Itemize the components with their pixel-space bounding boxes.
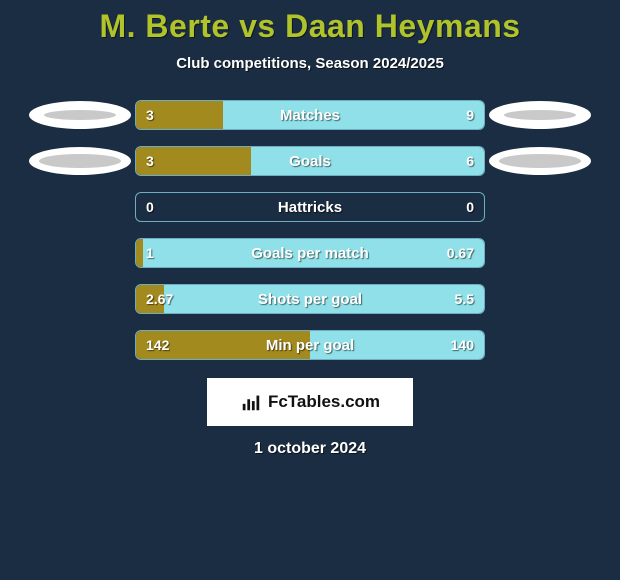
stat-bar: 142140Min per goal [135,330,485,360]
stat-row: 0 0Hattricks [0,192,620,222]
stat-left-value: 0 [146,193,154,221]
subtitle: Club competitions, Season 2024/2025 [0,55,620,72]
player-right-avatar [485,101,595,129]
avatar-oval [489,101,591,129]
stat-bar-right-fill [143,239,484,267]
avatar-oval [29,101,131,129]
stat-bar: 39Matches [135,100,485,130]
date-label: 1 october 2024 [0,440,620,458]
stat-bar-left-fill [136,239,143,267]
player-left-avatar [25,147,135,175]
source-badge-text: FcTables.com [268,392,380,412]
bar-chart-icon [240,391,262,413]
stat-row: 36Goals [0,146,620,176]
stat-bar: 36Goals [135,146,485,176]
stat-bar-left-fill [136,331,310,359]
player-left-avatar [25,101,135,129]
stat-row: 142140Min per goal [0,330,620,360]
stat-bar-left-fill [136,147,251,175]
stat-bar-left-fill [136,285,164,313]
stat-right-value: 0 [466,193,474,221]
stat-bar: 0 0Hattricks [135,192,485,222]
comparison-rows: 39Matches 36Goals 0 0Hattricks 10.67Goals pe… [0,100,620,360]
avatar-oval [29,147,131,175]
stat-bar-right-fill [223,101,484,129]
source-badge: FcTables.com [207,378,413,426]
stat-row: 10.67Goals per match [0,238,620,268]
stat-bar-right-fill [310,331,484,359]
stat-bar-right-fill [164,285,484,313]
stat-row: 39Matches [0,100,620,130]
stat-bar-left-fill [136,101,223,129]
stat-bar: 10.67Goals per match [135,238,485,268]
stat-label: Hattricks [136,193,484,221]
stat-bar: 2.675.5Shots per goal [135,284,485,314]
stat-bar-right-fill [251,147,484,175]
stat-row: 2.675.5Shots per goal [0,284,620,314]
avatar-oval [489,147,591,175]
page-title: M. Berte vs Daan Heymans [0,8,620,45]
player-right-avatar [485,147,595,175]
